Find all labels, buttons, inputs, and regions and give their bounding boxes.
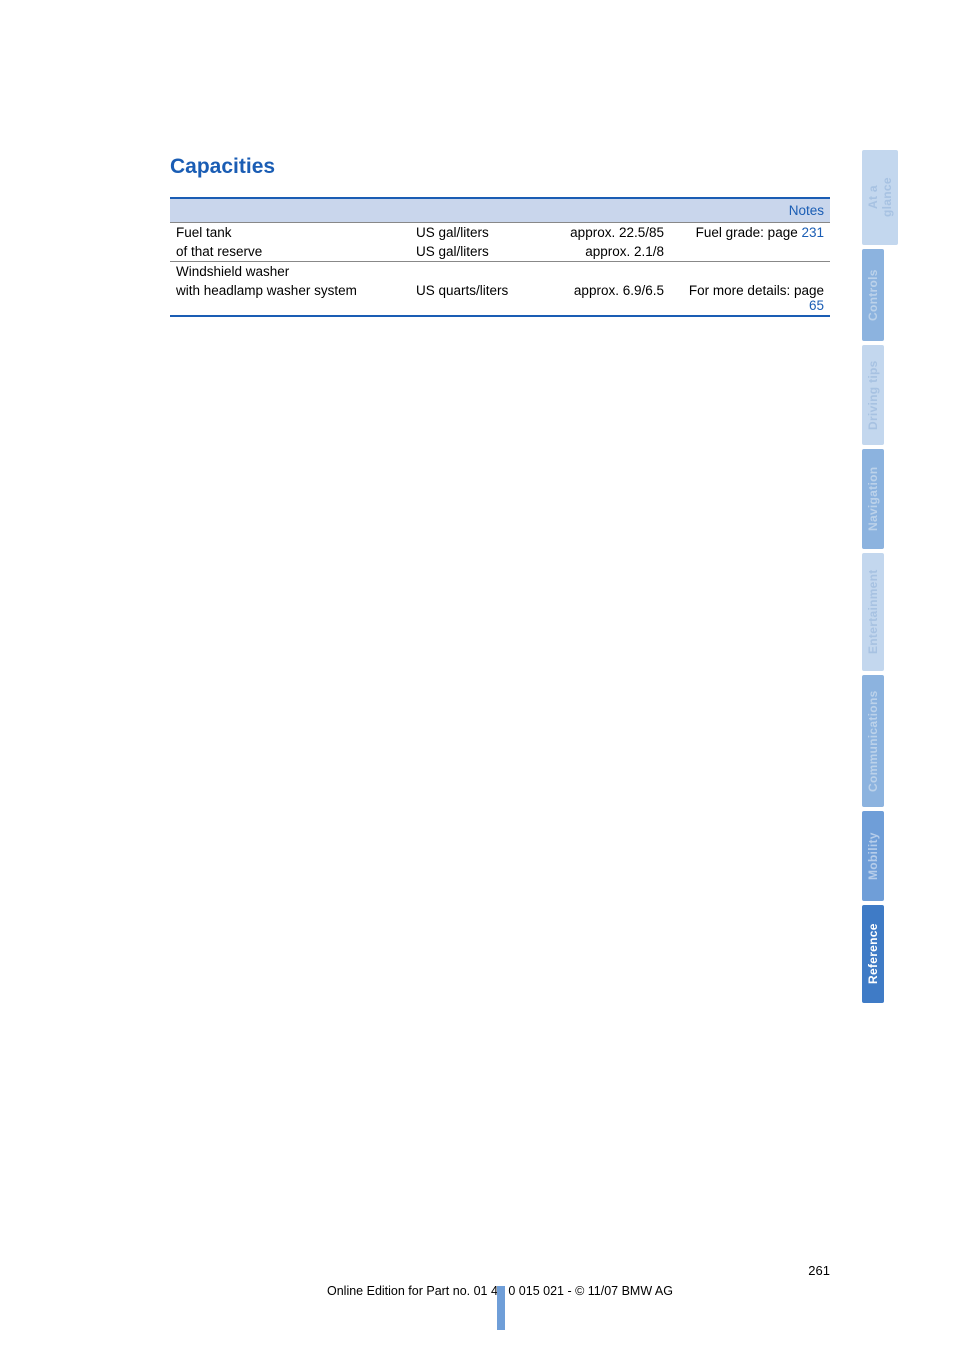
cell-value: approx. 6.9/6.5 bbox=[540, 281, 670, 316]
note-prefix: For more details: page bbox=[689, 283, 824, 298]
header-notes: Notes bbox=[670, 198, 830, 223]
cell-note: For more details: page 65 bbox=[670, 281, 830, 316]
table-row: with headlamp washer system US quarts/li… bbox=[170, 281, 830, 316]
header-empty-3 bbox=[540, 198, 670, 223]
page-number: 261 bbox=[170, 1263, 830, 1278]
side-tab[interactable]: At a glance bbox=[862, 150, 898, 245]
side-tab[interactable]: Driving tips bbox=[862, 345, 884, 445]
cell-value: approx. 22.5/85 bbox=[540, 223, 670, 243]
footer-bar bbox=[497, 1286, 505, 1330]
cell-item: Fuel tank bbox=[170, 223, 410, 243]
cell-unit: US quarts/liters bbox=[410, 281, 540, 316]
side-tab[interactable]: Mobility bbox=[862, 811, 884, 901]
side-tab[interactable]: Navigation bbox=[862, 449, 884, 549]
cell-unit: US gal/liters bbox=[410, 242, 540, 262]
side-tab[interactable]: Entertainment bbox=[862, 553, 884, 671]
cell-item: with headlamp washer system bbox=[170, 281, 410, 316]
cell-item: of that reserve bbox=[170, 242, 410, 262]
cell-item: Windshield washer bbox=[170, 262, 410, 282]
header-empty-2 bbox=[410, 198, 540, 223]
section-title: Capacities bbox=[170, 155, 830, 179]
note-prefix: Fuel grade: page bbox=[696, 225, 802, 240]
cell-value bbox=[540, 262, 670, 282]
side-tab[interactable]: Communications bbox=[862, 675, 884, 807]
side-tab[interactable]: Controls bbox=[862, 249, 884, 341]
capacities-table: Notes Fuel tank US gal/liters approx. 22… bbox=[170, 197, 830, 317]
table-row: Fuel tank US gal/liters approx. 22.5/85 … bbox=[170, 223, 830, 243]
cell-note: Fuel grade: page 231 bbox=[670, 223, 830, 243]
table-row: of that reserve US gal/liters approx. 2.… bbox=[170, 242, 830, 262]
page-link[interactable]: 65 bbox=[809, 298, 824, 313]
cell-note bbox=[670, 262, 830, 282]
table-header-row: Notes bbox=[170, 198, 830, 223]
side-tab[interactable]: Reference bbox=[862, 905, 884, 1003]
table-row: Windshield washer bbox=[170, 262, 830, 282]
side-tabs: At a glanceControlsDriving tipsNavigatio… bbox=[862, 150, 886, 1007]
cell-note bbox=[670, 242, 830, 262]
page-link[interactable]: 231 bbox=[801, 225, 824, 240]
cell-unit: US gal/liters bbox=[410, 223, 540, 243]
cell-value: approx. 2.1/8 bbox=[540, 242, 670, 262]
header-empty-1 bbox=[170, 198, 410, 223]
cell-unit bbox=[410, 262, 540, 282]
